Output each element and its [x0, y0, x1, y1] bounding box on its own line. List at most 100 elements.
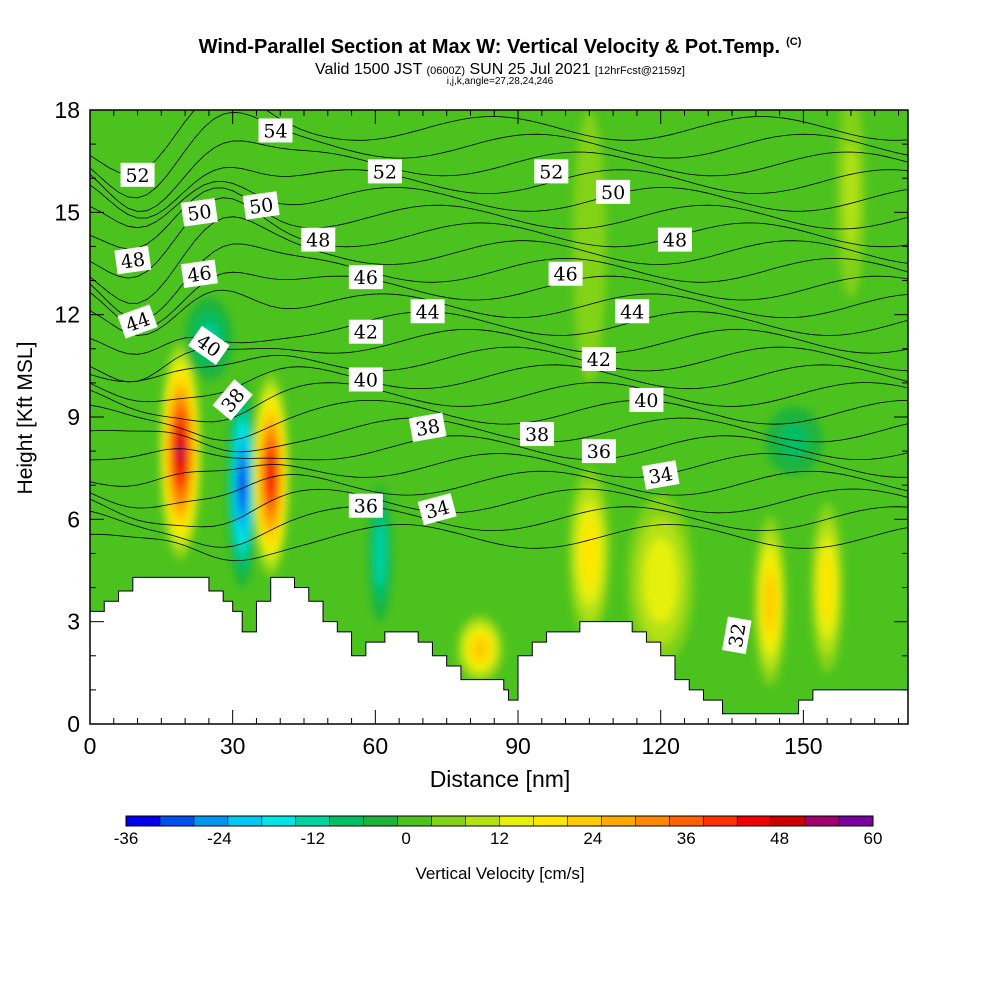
- contour-label-text: 36: [354, 496, 378, 518]
- theta-contour: [90, 382, 908, 423]
- contour-label: 44: [615, 299, 650, 324]
- contour-label: 46: [180, 259, 218, 288]
- theta-contour: [90, 311, 908, 355]
- contour-label-text: 50: [248, 194, 275, 219]
- colorbar: -36 -24 -12 0 12 24 36 48 60: [114, 815, 882, 848]
- colorbar-tick-label: -12: [300, 829, 325, 848]
- vv-cell-2: [268, 465, 273, 485]
- contour-label-text: 52: [125, 165, 149, 187]
- y-tick-label: 6: [67, 506, 80, 532]
- x-tick-label: 90: [505, 733, 531, 759]
- vv-cell-6: [652, 559, 670, 603]
- colorbar-swatch: [295, 816, 331, 826]
- contour-label: 52: [120, 162, 155, 187]
- y-tick-label: 15: [54, 199, 80, 225]
- x-tick-label: 30: [220, 733, 246, 759]
- contour-label-text: 48: [663, 230, 687, 252]
- vv-cell-0: [178, 442, 183, 461]
- contour-label: 52: [367, 159, 402, 184]
- y-tick-label: 18: [54, 97, 80, 123]
- vv-cell-10: [779, 423, 809, 458]
- theta-contour: [90, 243, 908, 321]
- y-tick-label: 0: [67, 711, 80, 737]
- contour-label: 40: [348, 367, 383, 392]
- contour-label-text: 46: [553, 264, 577, 286]
- colorbar-tick-label: 36: [677, 829, 696, 848]
- contour-label: 40: [629, 387, 664, 412]
- contour-label-text: 50: [601, 182, 625, 204]
- contour-label-text: 38: [414, 415, 442, 441]
- colorbar-swatch: [499, 816, 534, 826]
- colorbar-swatch: [126, 816, 161, 826]
- valid-time: Valid 1500 JST: [315, 61, 423, 78]
- colorbar-swatch: [465, 816, 500, 826]
- theta-contour: [90, 399, 908, 441]
- colorbar-tick-label: 12: [490, 829, 509, 848]
- colorbar-swatch: [397, 816, 433, 826]
- contour-label-text: 50: [186, 201, 213, 226]
- contour-label-text: 48: [306, 230, 330, 252]
- contour-label: 50: [242, 191, 280, 220]
- contour-label-text: 48: [119, 249, 146, 274]
- theta-contour: [90, 289, 908, 336]
- colorbar-swatch: [703, 816, 738, 826]
- y-tick-label: 12: [54, 302, 80, 328]
- x-tick-label: 60: [363, 733, 389, 759]
- contour-label-text: 42: [587, 349, 611, 371]
- contour-label: 34: [641, 460, 680, 490]
- theta-contour: [90, 470, 908, 509]
- contour-label: 46: [548, 261, 583, 286]
- theta-contour: [90, 506, 908, 548]
- theta-contour: [90, 271, 908, 329]
- colorbar-swatch: [635, 816, 670, 826]
- contour-label: 50: [180, 198, 218, 227]
- x-tick-label: 120: [642, 733, 680, 759]
- colorbar-swatch: [533, 816, 568, 826]
- theta-contour: [90, 111, 908, 199]
- theta-contour: [90, 166, 908, 219]
- contour-label-text: 46: [354, 267, 378, 289]
- copyright-mark: (C): [786, 36, 802, 48]
- colorbar-tick-label: 48: [770, 829, 789, 848]
- colorbar-tick-label: 0: [401, 829, 410, 848]
- theta-contour: [90, 216, 908, 304]
- vv-cell-4: [476, 643, 484, 655]
- vv-cell-7: [767, 586, 773, 616]
- contour-label-text: 40: [634, 390, 658, 412]
- contour-label: 38: [408, 412, 447, 443]
- vv-cell-5: [585, 536, 594, 571]
- contour-label-text: 40: [354, 369, 378, 391]
- vv-cell-1: [240, 472, 245, 499]
- colorbar-swatch: [567, 816, 602, 826]
- vv-cell-12: [581, 178, 598, 315]
- contour-label: 44: [410, 299, 445, 324]
- grid-indices: i,j,k,angle=27,28,24,246: [446, 76, 554, 87]
- colorbar-swatch: [261, 816, 297, 826]
- contour-label: 48: [301, 227, 336, 252]
- contour-label: 36: [581, 439, 616, 464]
- chart-title-text: Wind-Parallel Section at Max W: Vertical…: [198, 36, 781, 58]
- x-tick-label: 0: [84, 733, 97, 759]
- colorbar-tick-label: -24: [207, 829, 232, 848]
- colorbar-swatch: [363, 816, 399, 826]
- theta-contours: [90, 110, 908, 562]
- colorbar-swatch: [227, 816, 263, 826]
- contour-label: 38: [520, 422, 555, 447]
- contour-label: 40: [188, 325, 230, 365]
- contour-label-text: 52: [539, 161, 563, 183]
- colorbar-swatch: [805, 816, 840, 826]
- contour-label-text: 34: [647, 463, 675, 489]
- colorbar-swatch: [839, 816, 874, 826]
- contour-label: 42: [581, 347, 616, 372]
- colorbar-swatch: [431, 816, 467, 826]
- theta-contour: [90, 110, 908, 176]
- forecast-info: [12hrFcst@2159z]: [594, 65, 685, 77]
- chart-subtitle: Valid 1500 JST (0600Z) SUN 25 Jul 2021 […: [0, 61, 1000, 79]
- colorbar-swatch: [737, 816, 772, 826]
- contour-label-text: 32: [725, 622, 751, 650]
- y-axis-title: Height [Kft MSL]: [14, 341, 37, 495]
- terrain-profile: [90, 576, 908, 724]
- contour-label-text: 52: [373, 161, 397, 183]
